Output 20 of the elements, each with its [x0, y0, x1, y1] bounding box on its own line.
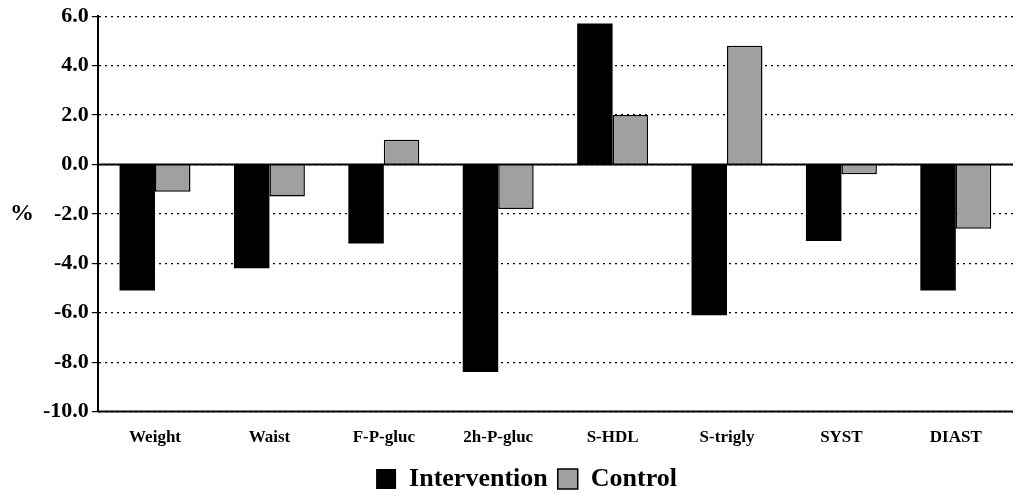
y-tick-label: -4.0	[54, 249, 89, 275]
legend-label: Control	[590, 462, 677, 492]
y-tick-label: 6.0	[61, 1, 89, 27]
legend-label: Intervention	[409, 462, 549, 492]
x-tick-label: DIAST	[929, 427, 983, 447]
y-tick-label: 4.0	[61, 51, 89, 77]
x-tick-label: 2h-P-gluc	[463, 427, 534, 447]
y-tick-label: -8.0	[54, 347, 89, 373]
x-tick-label: Waist	[248, 427, 291, 447]
y-tick-label: 2.0	[61, 100, 89, 126]
y-axis-title: %	[10, 199, 34, 226]
y-tick-label: 0.0	[61, 150, 89, 176]
y-tick-label: -10.0	[43, 397, 89, 423]
x-tick-label: SYST	[820, 427, 864, 447]
x-tick-label: S-HDL	[586, 427, 639, 447]
x-tick-label: S-trigly	[699, 427, 755, 447]
x-tick-label: Weight	[129, 427, 182, 447]
y-tick-label: -2.0	[54, 199, 89, 225]
x-tick-label: F-P-gluc	[352, 427, 416, 447]
y-tick-label: -6.0	[54, 298, 89, 324]
